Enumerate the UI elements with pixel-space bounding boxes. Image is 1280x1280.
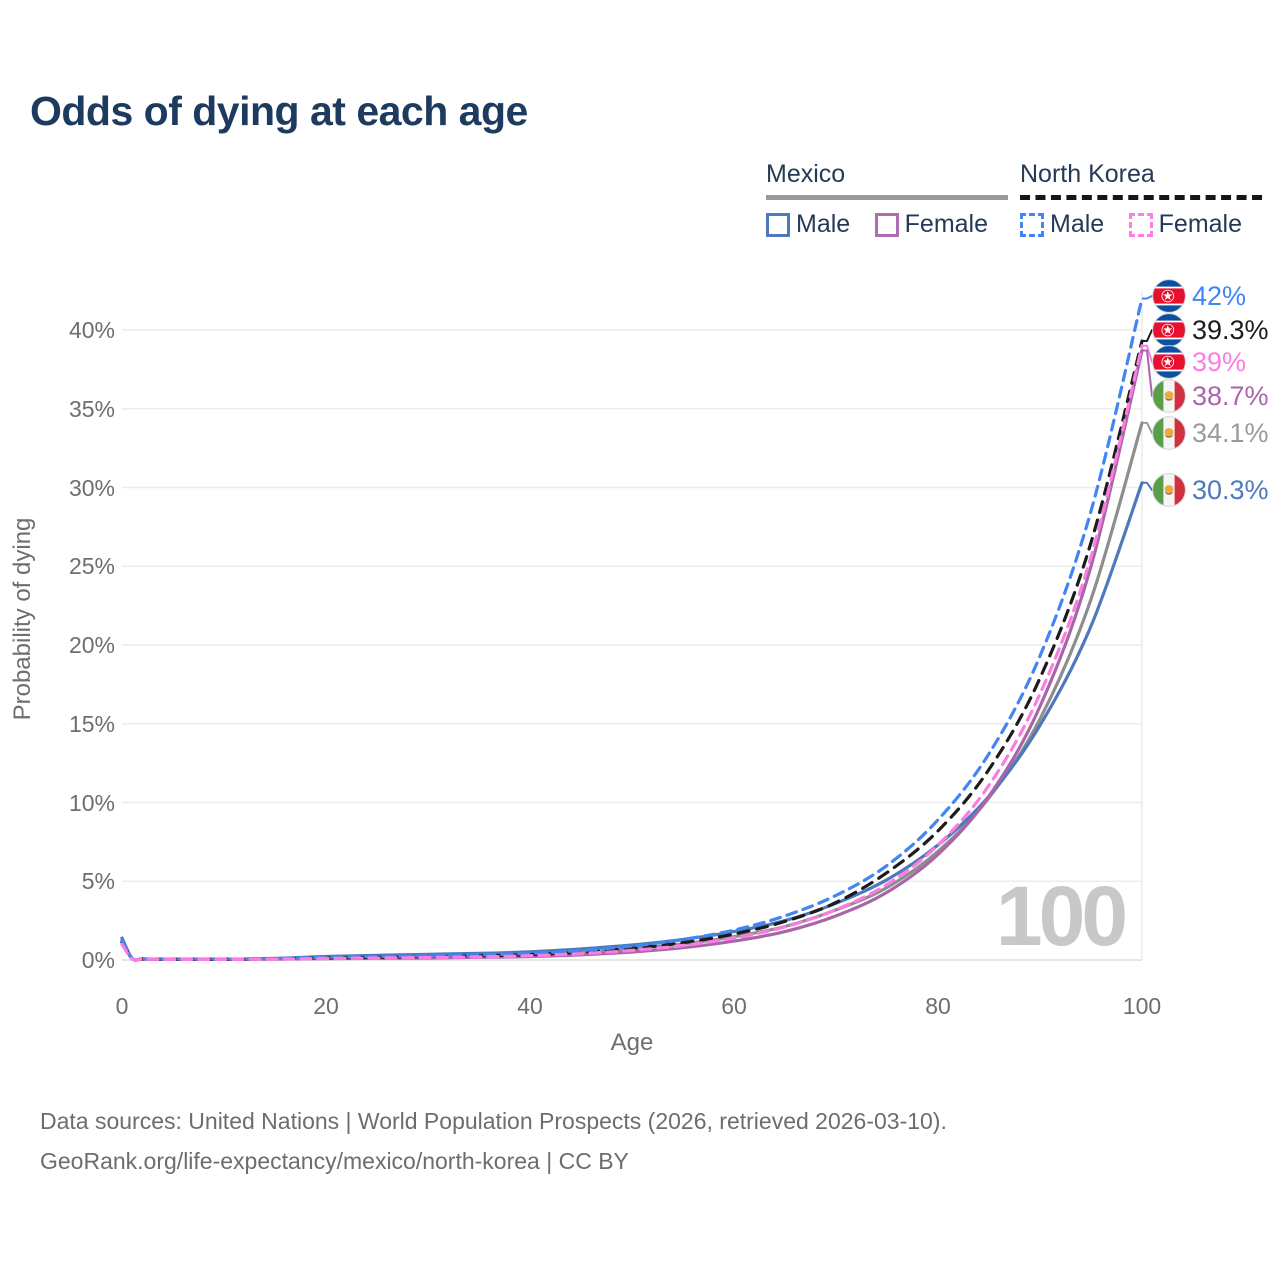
- legend-group-mexico-label[interactable]: Mexico: [766, 160, 846, 188]
- y-tick-label: 35%: [68, 395, 115, 422]
- legend-group-mexico: Mexico Male Female: [766, 160, 1009, 242]
- flag-nk-icon: [1152, 313, 1186, 347]
- flag-nk-icon: [1152, 279, 1186, 313]
- y-tick-label: 20%: [68, 632, 115, 658]
- end-value-label-mx-both: 34.1%: [1192, 418, 1269, 448]
- data-source-line: Data sources: United Nations | World Pop…: [40, 1108, 947, 1134]
- legend-group-north-korea: North Korea Male Female: [1020, 160, 1263, 242]
- end-value-label-mx-female: 38.7%: [1192, 381, 1269, 411]
- mexico-female-swatch-icon: [874, 212, 899, 237]
- x-tick-label: 40: [517, 993, 543, 1019]
- end-value-label-nk-female: 39%: [1192, 347, 1247, 377]
- end-label-connector: [1142, 421, 1153, 434]
- age-watermark: 100: [995, 869, 1128, 963]
- y-tick-label: 5%: [81, 868, 115, 895]
- attribution-line: GeoRank.org/life-expectancy/mexico/north…: [40, 1148, 629, 1174]
- north-korea-dashed-line-sample: [1020, 195, 1263, 200]
- x-tick-label: 80: [925, 993, 951, 1019]
- end-label-connector: [1142, 295, 1153, 300]
- legend-item-mexico-male[interactable]: Male: [766, 210, 850, 239]
- legend-item-north-korea-male[interactable]: Male: [1020, 210, 1104, 239]
- end-label-connector: [1142, 329, 1153, 342]
- y-tick-label: 0%: [81, 947, 115, 973]
- flag-nk-icon: [1152, 345, 1186, 379]
- flag-mx-icon: [1152, 473, 1186, 507]
- legend-item-label: Male: [1050, 210, 1105, 238]
- legend: Mexico Male Female North Korea Male: [0, 160, 1280, 240]
- x-tick-label: 20: [313, 993, 339, 1019]
- legend-item-label: Female: [904, 210, 989, 238]
- flag-mx-icon: [1152, 416, 1186, 450]
- mexico-solid-line-sample: [766, 195, 1009, 200]
- series-line-nk-male: [120, 296, 1144, 962]
- y-tick-label: 15%: [68, 710, 115, 737]
- north-korea-female-swatch-icon: [1128, 212, 1153, 237]
- series-line-nk-both: [120, 339, 1144, 962]
- y-tick-label: 40%: [68, 317, 115, 343]
- x-axis-title: Age: [610, 1029, 654, 1056]
- y-axis-title: Probability of dying: [9, 517, 36, 721]
- legend-group-north-korea-label[interactable]: North Korea: [1020, 160, 1155, 188]
- end-value-label-mx-male: 30.3%: [1192, 475, 1269, 505]
- legend-item-mexico-female[interactable]: Female: [874, 210, 989, 239]
- legend-item-north-korea-female[interactable]: Female: [1128, 210, 1243, 239]
- series-line-nk-female: [120, 344, 1144, 962]
- x-tick-label: 100: [1122, 993, 1162, 1019]
- y-tick-label: 30%: [68, 474, 115, 501]
- flag-mx-icon: [1152, 379, 1186, 413]
- mexico-male-swatch-icon: [766, 212, 790, 237]
- end-value-label-nk-both: 39.3%: [1192, 315, 1269, 345]
- north-korea-male-swatch-icon: [1020, 212, 1044, 237]
- chart-title: Odds of dying at each age: [30, 88, 528, 134]
- legend-item-label: Male: [796, 210, 851, 238]
- y-tick-label: 25%: [68, 553, 115, 580]
- legend-item-label: Female: [1158, 210, 1243, 238]
- x-tick-label: 0: [115, 993, 129, 1019]
- y-tick-label: 10%: [68, 789, 115, 816]
- end-label-connector: [1142, 481, 1153, 491]
- x-tick-label: 60: [721, 993, 747, 1019]
- end-value-label-nk-male: 42%: [1192, 281, 1247, 311]
